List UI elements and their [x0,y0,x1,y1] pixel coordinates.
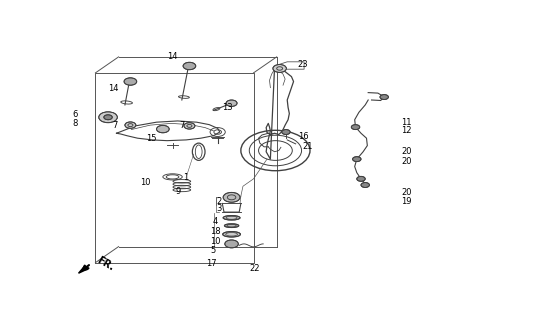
Text: 12: 12 [401,126,412,135]
Circle shape [124,78,137,85]
Text: FR.: FR. [95,255,116,273]
Circle shape [380,95,388,100]
Circle shape [353,157,361,162]
Circle shape [184,123,195,129]
Circle shape [361,182,369,188]
Text: 20: 20 [401,147,412,156]
Text: 14: 14 [167,52,177,61]
Circle shape [125,122,136,128]
Polygon shape [78,266,89,273]
Circle shape [157,125,169,133]
Text: 5: 5 [211,246,216,255]
Text: 4: 4 [213,218,218,227]
Text: 8: 8 [72,119,78,128]
Text: 18: 18 [211,227,221,236]
Text: 6: 6 [72,110,78,119]
Circle shape [99,112,118,123]
Text: 15: 15 [146,134,157,143]
Text: 1: 1 [183,173,188,182]
Text: 20: 20 [401,188,412,197]
Circle shape [357,176,365,181]
Circle shape [225,240,238,248]
Text: 22: 22 [249,264,260,273]
Text: 13: 13 [222,103,232,112]
Circle shape [223,192,240,202]
Circle shape [104,115,112,120]
Text: 2: 2 [217,196,221,205]
Text: 17: 17 [206,259,217,268]
Text: 11: 11 [401,118,412,127]
Text: 3: 3 [217,204,222,213]
Text: 10: 10 [211,237,221,246]
Ellipse shape [225,224,239,228]
Text: 23: 23 [298,60,308,69]
Text: 7: 7 [180,121,185,130]
Text: 21: 21 [302,142,312,151]
Text: 7: 7 [112,121,118,130]
Text: 9: 9 [176,187,181,196]
Text: 19: 19 [401,196,412,205]
Text: 20: 20 [401,157,412,166]
Circle shape [183,62,196,70]
Circle shape [273,65,286,72]
Text: 14: 14 [108,84,119,93]
Circle shape [282,130,290,134]
Circle shape [351,124,360,130]
Circle shape [226,100,237,107]
Ellipse shape [222,232,240,237]
Ellipse shape [223,216,240,220]
Text: 16: 16 [298,132,308,141]
Text: 10: 10 [140,178,150,187]
